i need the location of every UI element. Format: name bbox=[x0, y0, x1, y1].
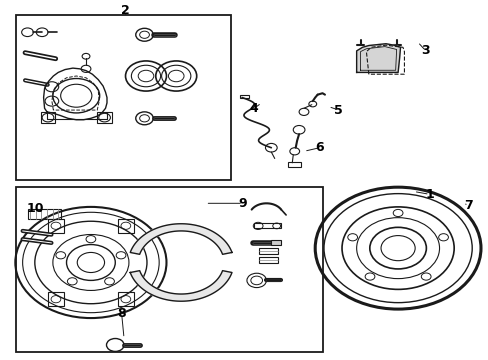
Bar bbox=[118, 219, 133, 233]
Bar bbox=[259, 248, 277, 253]
Text: 2: 2 bbox=[121, 4, 130, 17]
Text: 3: 3 bbox=[421, 44, 429, 57]
Text: 6: 6 bbox=[315, 141, 323, 154]
Text: 4: 4 bbox=[249, 102, 258, 115]
Bar bbox=[118, 292, 133, 306]
Bar bbox=[48, 219, 63, 233]
Bar bbox=[259, 257, 277, 263]
Text: 5: 5 bbox=[334, 104, 342, 117]
Polygon shape bbox=[130, 271, 231, 301]
Text: 10: 10 bbox=[27, 202, 44, 215]
Bar bbox=[27, 209, 61, 220]
Bar bbox=[16, 187, 323, 352]
Bar bbox=[97, 112, 112, 123]
Polygon shape bbox=[356, 44, 400, 72]
Text: 7: 7 bbox=[464, 199, 472, 212]
Bar bbox=[288, 162, 300, 167]
Text: 8: 8 bbox=[117, 307, 126, 320]
Bar bbox=[16, 15, 230, 180]
Bar bbox=[48, 292, 63, 306]
Polygon shape bbox=[130, 224, 231, 254]
Bar bbox=[254, 224, 281, 228]
Text: 1: 1 bbox=[425, 188, 433, 201]
Bar bbox=[41, 112, 55, 123]
Bar bbox=[239, 95, 249, 98]
Bar bbox=[271, 240, 281, 245]
Text: 9: 9 bbox=[238, 197, 247, 210]
